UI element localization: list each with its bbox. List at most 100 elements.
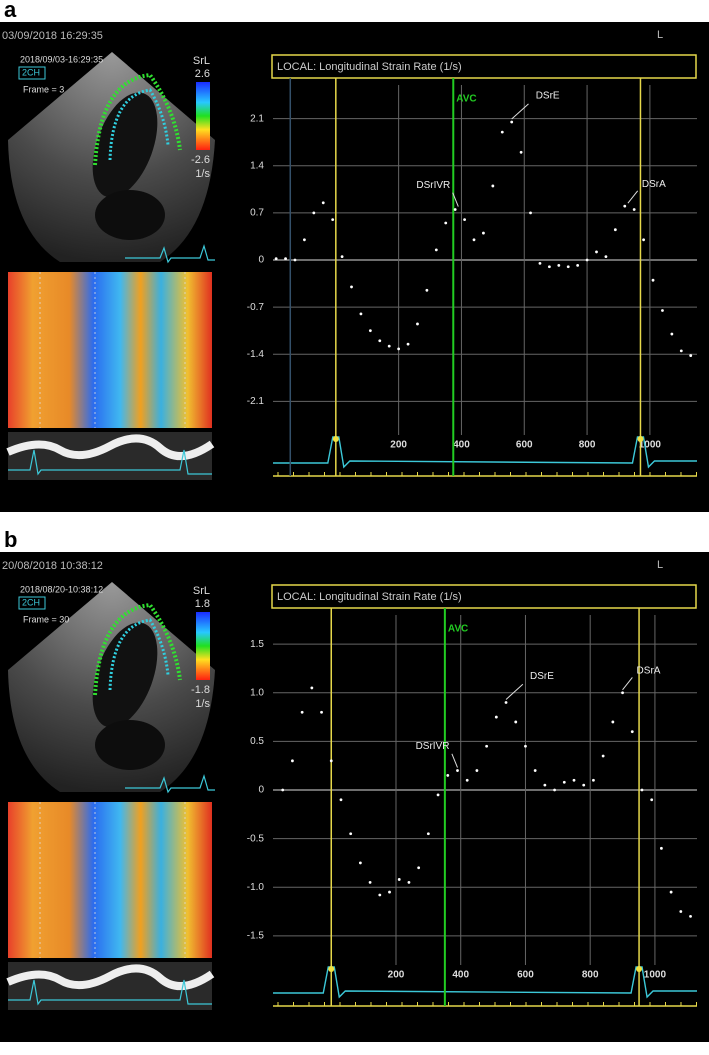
data-point	[630, 730, 634, 734]
data-point	[293, 258, 297, 262]
timestamp: 20/08/2018 10:38:12	[2, 560, 103, 572]
mmode-ecg	[8, 449, 212, 476]
data-point	[651, 278, 655, 282]
data-point	[463, 218, 466, 222]
data-point	[595, 250, 598, 254]
timestamp: 03/09/2018 16:29:35	[2, 30, 103, 42]
data-point	[444, 221, 448, 225]
x-tick-label: 1000	[644, 970, 667, 981]
echo-ecg	[125, 773, 215, 794]
data-point	[436, 793, 440, 797]
data-point	[339, 798, 343, 802]
annotation-leader	[511, 103, 529, 120]
data-point	[359, 312, 363, 316]
x-tick-label: 200	[388, 970, 405, 981]
data-point	[491, 184, 495, 188]
data-point	[446, 774, 450, 777]
data-point	[642, 238, 646, 242]
panel-label: a	[4, 0, 17, 22]
echo-atrium	[95, 190, 165, 240]
data-point	[566, 265, 570, 269]
event-dot	[637, 436, 644, 442]
mmode-map	[8, 272, 212, 428]
data-point	[465, 778, 469, 782]
event-dot	[636, 966, 643, 972]
data-point	[543, 783, 547, 787]
y-tick-label: 0.5	[250, 736, 264, 747]
data-point	[557, 263, 561, 267]
chart-title-box	[271, 584, 697, 609]
data-point	[291, 759, 294, 763]
echo-tracking-inner	[108, 88, 170, 161]
panel-label: b	[4, 527, 17, 552]
data-point	[562, 780, 566, 784]
annotation-label: DSrA	[642, 179, 666, 190]
echo-timestamp: 2018/08/20-10:38:12	[20, 584, 103, 594]
data-point	[670, 332, 674, 336]
data-point	[689, 914, 692, 918]
data-point	[538, 261, 542, 265]
annotation-leader	[505, 683, 524, 700]
data-point	[388, 890, 391, 894]
data-point	[426, 832, 430, 836]
data-point	[679, 349, 683, 353]
ecg-trace	[273, 966, 697, 999]
data-point	[300, 710, 304, 714]
data-point	[368, 329, 372, 333]
data-point	[397, 347, 401, 351]
data-point	[475, 769, 479, 772]
echo-timestamp: 2018/09/03-16:29:35	[20, 54, 103, 64]
data-point	[331, 218, 335, 222]
y-tick-label: -1.4	[247, 349, 265, 360]
data-point	[592, 778, 595, 782]
echo-tracking	[93, 72, 182, 166]
data-point	[621, 691, 624, 695]
y-tick-label: 2.1	[250, 113, 264, 124]
x-tick-label: 400	[452, 970, 469, 981]
data-point	[689, 354, 693, 357]
data-point	[613, 228, 617, 232]
chart-title: LOCAL: Longitudinal Strain Rate (1/s)	[277, 591, 462, 603]
scale-min: -2.6	[191, 154, 210, 166]
echo-view-box	[18, 596, 46, 610]
y-tick-label: 1.4	[250, 160, 264, 171]
data-point	[650, 798, 654, 802]
echo-cavity	[92, 92, 158, 198]
data-point	[482, 231, 485, 235]
y-tick-label: -1.0	[247, 882, 265, 893]
mmode-ecg-band	[6, 434, 215, 460]
event-dot	[328, 966, 335, 972]
chart-title-box	[271, 54, 697, 79]
data-point	[378, 893, 382, 897]
data-point	[519, 150, 523, 154]
annotation-leader	[451, 753, 458, 768]
data-point	[494, 715, 498, 719]
annotation-leader	[452, 192, 459, 207]
scale-max: 2.6	[195, 68, 210, 80]
y-tick-label: -1.5	[247, 930, 265, 941]
mmode-ecg-band	[6, 964, 215, 990]
data-point	[281, 788, 285, 792]
annotation-label: DSrE	[536, 91, 560, 102]
view-indicator: L	[657, 29, 663, 41]
ecg-trace	[273, 436, 697, 469]
data-point	[368, 880, 372, 884]
data-point	[611, 720, 615, 724]
data-point	[340, 255, 344, 259]
annotation-label: DSrIVR	[416, 180, 450, 191]
data-point	[472, 238, 476, 242]
echo-tracking	[93, 602, 182, 696]
data-point	[632, 208, 636, 211]
x-tick-label: 800	[579, 440, 596, 451]
echo-cavity	[92, 622, 158, 728]
scale-title: SrL	[193, 585, 210, 597]
data-point	[510, 120, 514, 124]
data-point	[500, 130, 504, 134]
data-point	[416, 322, 419, 326]
data-point	[661, 309, 664, 312]
data-point	[349, 832, 353, 836]
y-tick-label: 1.0	[250, 687, 264, 698]
y-tick-label: 1.5	[250, 639, 264, 650]
echo-tracking-inner	[108, 618, 170, 691]
data-point	[679, 910, 683, 913]
